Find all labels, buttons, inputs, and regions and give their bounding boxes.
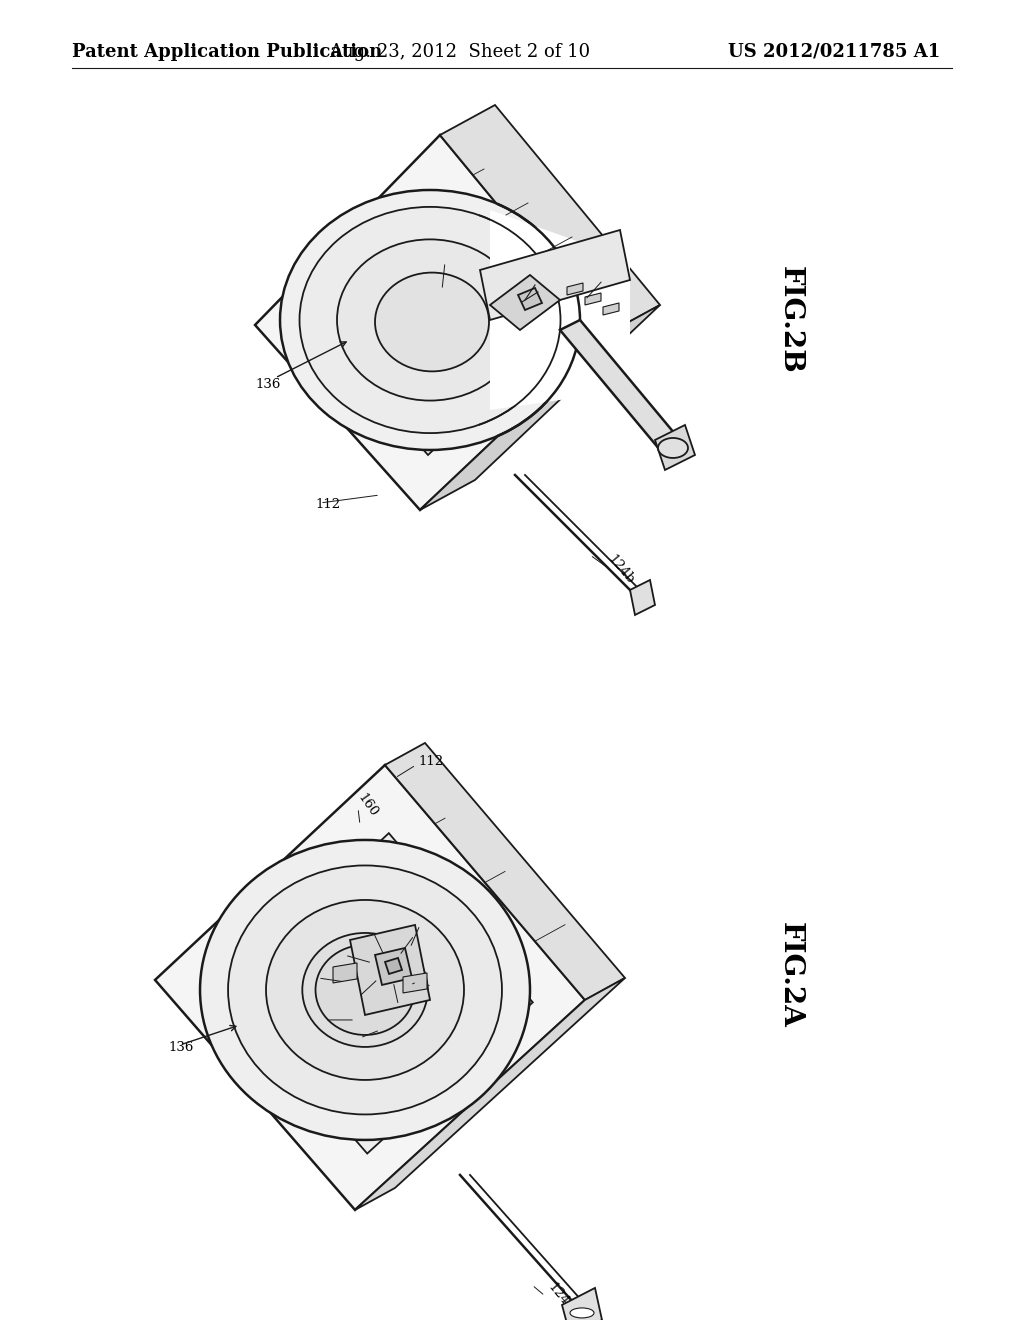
Polygon shape (480, 230, 630, 319)
Ellipse shape (315, 945, 415, 1035)
Text: 144: 144 (322, 1014, 347, 1027)
Text: US 2012/0211785 A1: US 2012/0211785 A1 (728, 44, 940, 61)
Polygon shape (155, 766, 585, 1210)
Polygon shape (440, 106, 660, 335)
Polygon shape (420, 305, 660, 510)
Text: 112: 112 (315, 499, 340, 511)
Text: 148: 148 (422, 908, 447, 936)
Ellipse shape (570, 1308, 594, 1317)
Polygon shape (333, 964, 357, 983)
Polygon shape (560, 319, 680, 450)
Polygon shape (630, 579, 655, 615)
Polygon shape (350, 925, 430, 1015)
Polygon shape (385, 743, 625, 1001)
Text: 124b: 124b (545, 1280, 577, 1315)
Ellipse shape (280, 190, 580, 450)
Text: FIG.2A: FIG.2A (776, 921, 804, 1028)
Text: 140: 140 (358, 1034, 383, 1047)
Ellipse shape (658, 438, 688, 458)
Polygon shape (312, 193, 557, 455)
Text: 136: 136 (255, 379, 281, 392)
Text: 152: 152 (315, 969, 340, 982)
Text: 164: 164 (605, 268, 630, 281)
Polygon shape (403, 973, 427, 993)
Polygon shape (562, 1288, 602, 1320)
Text: Patent Application Publication: Patent Application Publication (72, 44, 382, 61)
Polygon shape (518, 288, 542, 310)
Text: 148: 148 (450, 244, 475, 272)
Text: 124b: 124b (605, 553, 637, 587)
Ellipse shape (337, 239, 523, 400)
Polygon shape (585, 293, 601, 305)
Polygon shape (385, 958, 402, 974)
Text: Aug. 23, 2012  Sheet 2 of 10: Aug. 23, 2012 Sheet 2 of 10 (330, 44, 591, 61)
Polygon shape (655, 425, 695, 470)
Text: FIG.2B: FIG.2B (776, 267, 804, 374)
Polygon shape (490, 275, 560, 330)
Polygon shape (567, 282, 583, 294)
Text: 136: 136 (168, 1041, 194, 1055)
Polygon shape (375, 948, 412, 985)
Polygon shape (355, 978, 625, 1210)
Ellipse shape (299, 207, 560, 433)
Polygon shape (603, 304, 618, 315)
Polygon shape (223, 833, 532, 1154)
Polygon shape (255, 135, 605, 510)
Ellipse shape (375, 273, 489, 371)
Text: 160: 160 (355, 791, 380, 818)
Ellipse shape (228, 866, 502, 1114)
Text: 112: 112 (418, 755, 443, 768)
Ellipse shape (200, 840, 530, 1140)
Ellipse shape (266, 900, 464, 1080)
Polygon shape (490, 210, 630, 411)
Ellipse shape (302, 933, 428, 1047)
Text: 156: 156 (418, 975, 443, 989)
